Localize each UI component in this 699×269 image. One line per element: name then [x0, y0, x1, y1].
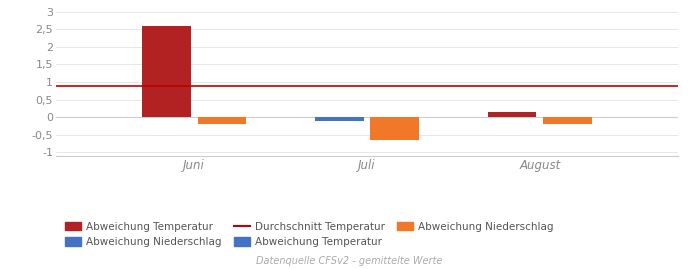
Text: Datenquelle CFSv2 - gemittelte Werte: Datenquelle CFSv2 - gemittelte Werte — [257, 256, 442, 266]
Legend: Abweichung Temperatur, Abweichung Niederschlag, Durchschnitt Temperatur, Abweich: Abweichung Temperatur, Abweichung Nieder… — [61, 217, 558, 251]
Bar — [315, 117, 363, 121]
Bar — [370, 117, 419, 140]
Bar — [488, 112, 536, 117]
Bar — [198, 117, 246, 124]
Bar — [143, 26, 191, 117]
Bar — [543, 117, 591, 124]
